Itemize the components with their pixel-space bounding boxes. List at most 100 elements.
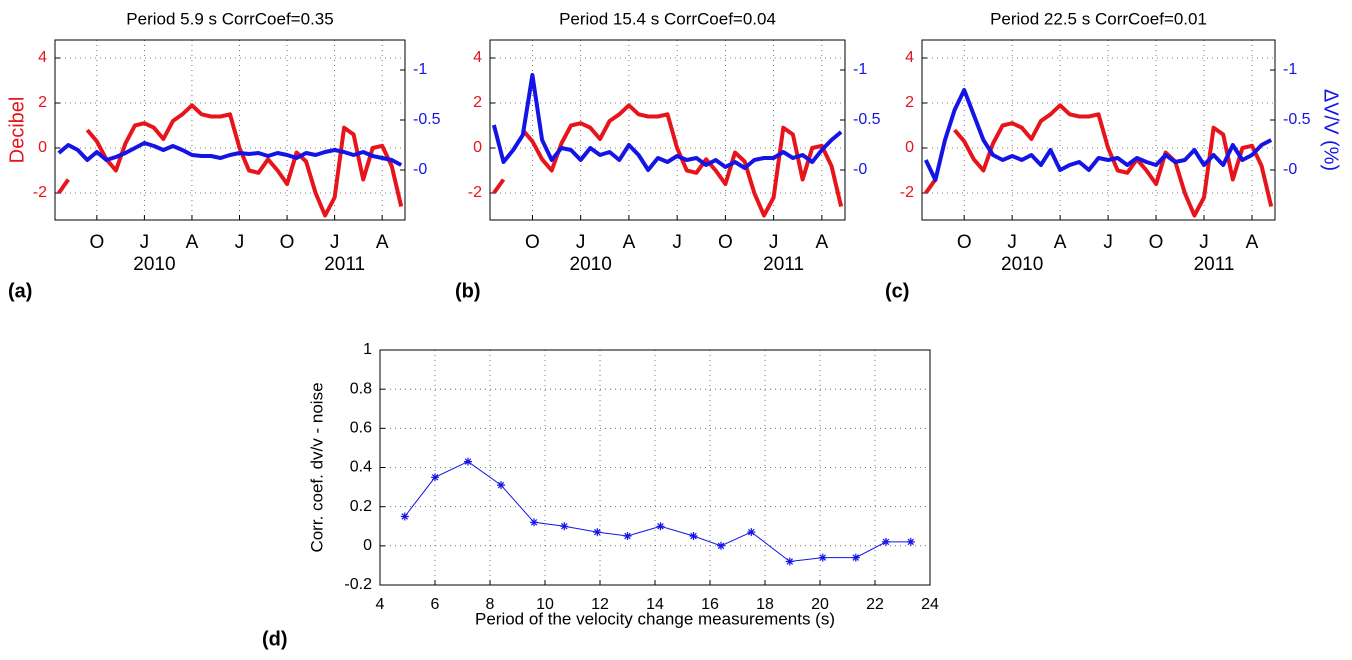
y-tick-label: 0.4 [350, 459, 372, 476]
data-marker [882, 537, 890, 546]
year-label: 2010 [570, 254, 612, 275]
data-line [57, 141, 403, 167]
data-line [923, 88, 1273, 182]
x-tick-label: O [1149, 232, 1164, 253]
plot-frame [921, 39, 1276, 221]
y2-tick-label: -0.5 [1283, 111, 1311, 128]
plot-frame [54, 39, 406, 221]
x-tick-label: J [769, 232, 779, 253]
x-tick-label: 18 [756, 596, 774, 613]
y2-tick-label: -0.5 [413, 111, 441, 128]
year-label: 2011 [1194, 254, 1235, 275]
panel-label: (d) [262, 628, 288, 650]
data-marker [689, 532, 698, 540]
panel-label: (c) [885, 280, 909, 302]
x-tick-label: 10 [536, 596, 554, 613]
x-axis-label: Period of the velocity change measuremen… [475, 609, 835, 628]
x-tick-label: J [235, 232, 245, 253]
x-tick-label: A [623, 232, 636, 253]
y2-axis-label: ΔV/V (%) [1320, 89, 1342, 171]
y-tick-label: 0 [363, 537, 372, 554]
y-tick-label: 4 [473, 49, 482, 66]
x-tick-label: A [816, 232, 829, 253]
data-marker [400, 512, 409, 521]
x-tick-label: 14 [646, 596, 664, 613]
y2-tick-label: -1 [1283, 61, 1297, 78]
y2-tick-label: -0 [853, 161, 867, 178]
y-tick-label: 2 [473, 94, 482, 111]
data-marker [560, 522, 569, 531]
x-tick-label: O [718, 232, 733, 253]
data-marker [747, 528, 756, 537]
y-tick-label: 2 [38, 94, 47, 111]
data-marker [906, 537, 915, 546]
data-line [491, 73, 843, 172]
year-label: 2010 [133, 254, 175, 275]
x-tick-label: 8 [486, 596, 495, 613]
x-tick-label: J [576, 232, 586, 253]
y-tick-label: 4 [38, 49, 47, 66]
data-line [404, 461, 911, 563]
x-tick-label: 24 [921, 596, 939, 613]
data-marker [431, 473, 439, 482]
panel-title: Period 22.5 s CorrCoef=0.01 [990, 9, 1207, 28]
y-tick-label: 0.6 [350, 420, 372, 437]
x-tick-label: O [280, 232, 295, 253]
x-tick-label: O [957, 232, 972, 253]
x-tick-label: J [672, 232, 682, 253]
year-label: 2011 [763, 254, 804, 275]
x-tick-label: J [1103, 232, 1113, 253]
year-label: 2011 [324, 254, 365, 275]
x-tick-label: J [140, 232, 150, 253]
y-tick-label: 4 [905, 49, 914, 66]
x-tick-label: 6 [431, 596, 440, 613]
x-tick-label: O [525, 232, 540, 253]
x-tick-label: 22 [866, 596, 884, 613]
x-tick-label: J [1007, 232, 1017, 253]
x-tick-label: A [376, 232, 389, 253]
data-marker [530, 518, 538, 527]
data-marker [785, 557, 794, 566]
plot-frame [489, 39, 846, 221]
data-marker [593, 528, 602, 537]
y-tick-label: 0 [473, 139, 482, 156]
y2-tick-label: -1 [853, 61, 867, 78]
data-marker [464, 457, 472, 466]
x-tick-label: J [1199, 232, 1209, 253]
panel-label: (a) [8, 280, 32, 302]
y-tick-label: 0.8 [350, 380, 372, 397]
y2-tick-label: -0 [1283, 161, 1297, 178]
x-tick-label: J [330, 232, 340, 253]
y-tick-label: -2 [900, 184, 914, 201]
y-tick-label: 0 [905, 139, 914, 156]
y-tick-label: 0 [38, 139, 47, 156]
y-tick-label: -0.2 [344, 576, 372, 593]
panel-title: Period 5.9 s CorrCoef=0.35 [126, 9, 333, 28]
y-tick-label: 0.2 [350, 498, 372, 515]
y2-tick-label: -1 [413, 61, 427, 78]
x-tick-label: A [1246, 232, 1259, 253]
y2-tick-label: -0.5 [853, 111, 881, 128]
year-label: 2010 [1001, 254, 1043, 275]
data-marker [623, 532, 632, 540]
data-marker [818, 553, 827, 562]
x-tick-label: 4 [376, 596, 385, 613]
x-tick-label: A [1054, 232, 1067, 253]
data-marker [656, 522, 665, 531]
y-tick-label: 1 [363, 341, 372, 358]
data-marker [717, 541, 725, 550]
y-axis-label: Decibel [6, 97, 28, 164]
panel-label: (b) [455, 280, 481, 302]
x-tick-label: A [186, 232, 199, 253]
y2-tick-label: -0 [413, 161, 427, 178]
plot-frame [379, 349, 931, 586]
panel-title: Period 15.4 s CorrCoef=0.04 [559, 9, 776, 28]
x-tick-label: 16 [701, 596, 719, 613]
x-tick-label: 20 [811, 596, 829, 613]
data-marker [851, 553, 860, 562]
x-tick-label: O [89, 232, 104, 253]
y-tick-label: 2 [905, 94, 914, 111]
data-marker [497, 481, 505, 490]
x-tick-label: 12 [591, 596, 609, 613]
